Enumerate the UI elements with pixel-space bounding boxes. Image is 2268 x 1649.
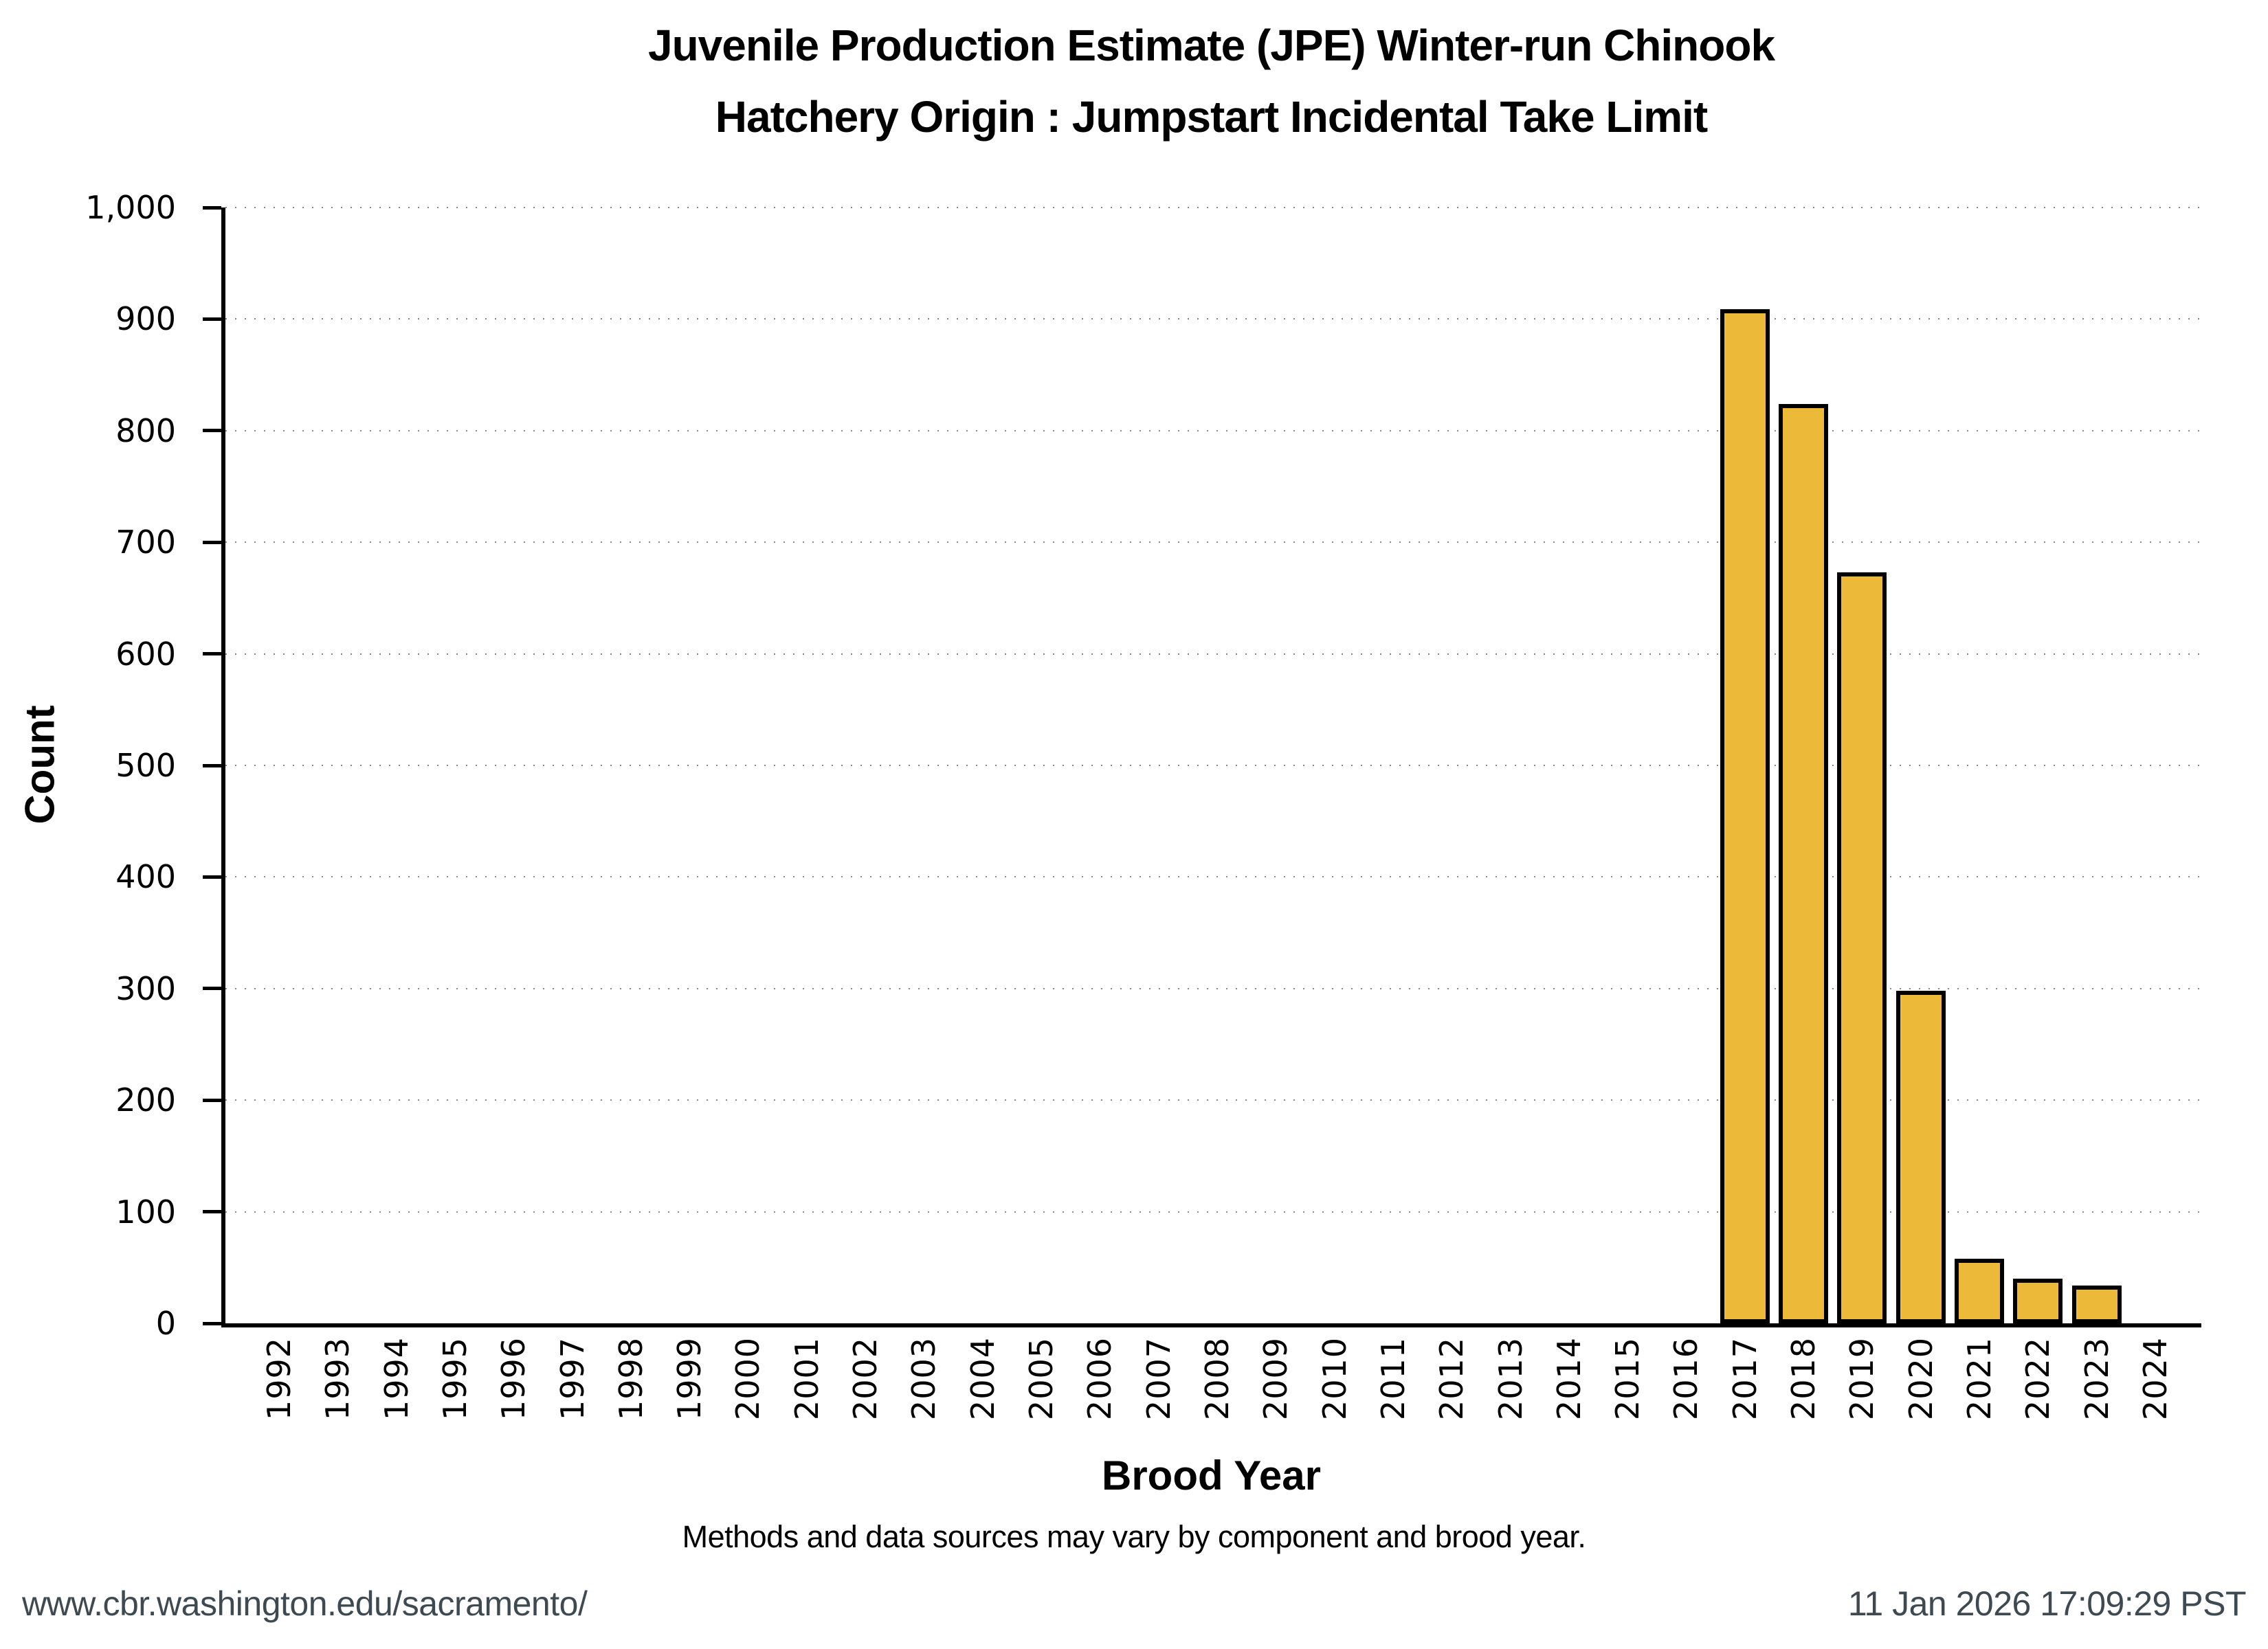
x-tick-label-2003: 2003: [905, 1337, 943, 1421]
gridline-y-1000: [225, 207, 2201, 208]
y-tick-700: [203, 540, 221, 544]
y-tick-500: [203, 763, 221, 767]
x-tick-label-1993: 1993: [319, 1337, 357, 1421]
plot-area: 0 100 200 300 400 500 600 700 800 900 1,000 1992 199…: [85, 192, 2201, 1420]
x-tick-label-2007: 2007: [1139, 1337, 1177, 1421]
x-tick-label-2019: 2019: [1843, 1337, 1881, 1421]
y-tick-label-1000: 1,000: [85, 189, 176, 226]
x-tick-label-2017: 2017: [1726, 1337, 1764, 1421]
y-tick-label-900: 900: [115, 300, 176, 338]
y-tick-label-100: 100: [115, 1193, 176, 1231]
x-tick-label-1995: 1995: [436, 1337, 474, 1421]
y-tick-label-0: 0: [155, 1305, 176, 1342]
x-tick-label-2006: 2006: [1081, 1337, 1119, 1421]
x-tick-label-2021: 2021: [1960, 1337, 1998, 1421]
bar-2017: [1720, 309, 1770, 1323]
chart-title-line2: Hatchery Origin : Jumpstart Incidental T…: [715, 92, 1708, 142]
footer-timestamp: 11 Jan 2026 17:09:29 PST: [1847, 1584, 2247, 1623]
x-tick-label-2010: 2010: [1315, 1337, 1353, 1421]
gridline-y-900: [225, 318, 2201, 320]
gridline-y-300: [225, 987, 2201, 989]
y-tick-label-200: 200: [115, 1081, 176, 1119]
y-tick-label-300: 300: [115, 969, 176, 1007]
y-axis-title: Count: [16, 705, 63, 824]
y-tick-600: [203, 652, 221, 656]
x-tick-label-2015: 2015: [1609, 1337, 1647, 1421]
bar-2023: [2071, 1286, 2122, 1323]
chart-title-line1: Juvenile Production Estimate (JPE) Winte…: [647, 21, 1775, 70]
y-tick-label-600: 600: [115, 635, 176, 673]
x-tick-label-1997: 1997: [553, 1337, 591, 1421]
x-tick-label-1996: 1996: [495, 1337, 533, 1421]
y-tick-200: [203, 1098, 221, 1102]
chart-subtitle: Methods and data sources may vary by com…: [682, 1519, 1586, 1554]
gridline-y-600: [225, 653, 2201, 655]
y-tick-900: [203, 317, 221, 321]
y-tick-400: [203, 875, 221, 879]
x-tick-label-1994: 1994: [377, 1337, 415, 1421]
y-tick-label-400: 400: [115, 858, 176, 896]
bar-2018: [1779, 404, 1829, 1323]
y-tick-100: [203, 1210, 221, 1214]
x-tick-label-2012: 2012: [1433, 1337, 1471, 1421]
x-tick-label-2002: 2002: [847, 1337, 885, 1421]
bar-2020: [1895, 991, 1946, 1323]
x-tick-label-2023: 2023: [2078, 1337, 2115, 1421]
x-tick-label-2020: 2020: [1902, 1337, 1939, 1421]
x-tick-label-2008: 2008: [1198, 1337, 1236, 1421]
x-tick-label-1992: 1992: [260, 1337, 298, 1421]
y-tick-0: [203, 1321, 221, 1325]
bar-2021: [1954, 1259, 2004, 1323]
gridline-y-800: [225, 429, 2201, 431]
y-tick-label-700: 700: [115, 524, 176, 561]
gridline-y-500: [225, 765, 2201, 766]
x-tick-label-2013: 2013: [1491, 1337, 1529, 1421]
bar-2019: [1837, 572, 1887, 1323]
x-tick-label-2014: 2014: [1550, 1337, 1588, 1421]
x-tick-label-2001: 2001: [788, 1337, 825, 1421]
gridline-y-100: [225, 1211, 2201, 1213]
x-tick-label-2016: 2016: [1667, 1337, 1705, 1421]
x-tick-label-2005: 2005: [1023, 1337, 1060, 1421]
y-tick-800: [203, 429, 221, 433]
x-tick-label-2000: 2000: [729, 1337, 767, 1421]
x-tick-label-2024: 2024: [2136, 1337, 2174, 1421]
y-tick-300: [203, 987, 221, 991]
x-tick-label-2018: 2018: [1785, 1337, 1823, 1421]
y-tick-label-500: 500: [115, 747, 176, 784]
x-tick-label-1998: 1998: [612, 1337, 649, 1421]
x-tick-label-2004: 2004: [964, 1337, 1001, 1421]
gridline-y-200: [225, 1099, 2201, 1101]
gridline-y-400: [225, 876, 2201, 878]
y-tick-1000: [203, 205, 221, 210]
x-axis-title: Brood Year: [1101, 1452, 1321, 1499]
bar-2022: [2013, 1279, 2063, 1323]
x-tick-label-2022: 2022: [2019, 1337, 2057, 1421]
footer-source-url: www.cbr.washington.edu/sacramento/: [22, 1584, 588, 1623]
x-tick-label-1999: 1999: [671, 1337, 709, 1421]
x-tick-label-2011: 2011: [1374, 1337, 1412, 1421]
x-tick-label-2009: 2009: [1257, 1337, 1295, 1421]
gridline-y-700: [225, 541, 2201, 543]
y-tick-label-800: 800: [115, 412, 176, 449]
